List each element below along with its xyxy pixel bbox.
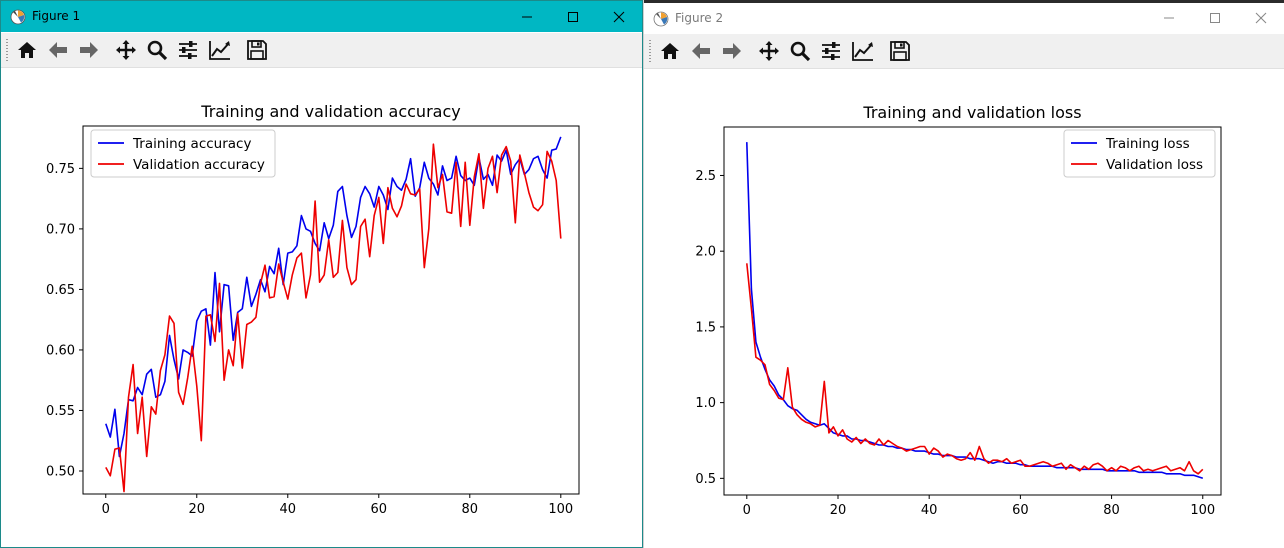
legend-label: Training accuracy [132, 136, 251, 152]
axes-frame [723, 126, 1222, 496]
back-button[interactable] [46, 38, 70, 62]
home-button[interactable] [15, 38, 39, 62]
x-tick-label: 20 [188, 502, 205, 517]
pan-move-icon [116, 40, 136, 60]
configure-subplots-button[interactable] [176, 38, 200, 62]
matplotlib-app-icon [10, 9, 26, 25]
legend-box [1063, 129, 1216, 178]
save-button[interactable] [888, 39, 912, 63]
x-tick-label: 100 [1190, 503, 1215, 518]
titlebar[interactable]: Figure 1 [1, 1, 642, 32]
navigation-toolbar [1, 33, 642, 68]
axes-frame [82, 125, 580, 495]
x-tick-label: 100 [548, 502, 573, 517]
toolbar-grip [649, 40, 651, 62]
x-tick-label: 0 [743, 503, 751, 518]
x-tick-label: 20 [830, 503, 847, 518]
toolbar-grip [6, 39, 8, 61]
window-title: Figure 2 [675, 11, 724, 25]
x-tick-label: 80 [462, 502, 479, 517]
configure-subplots-icon [179, 41, 197, 59]
maximize-icon [1210, 13, 1220, 23]
legend-label: Training loss [1105, 136, 1190, 152]
edit-axis-button[interactable] [851, 39, 875, 63]
home-icon [661, 43, 679, 59]
forward-button[interactable] [720, 39, 744, 63]
pan-button[interactable] [757, 39, 781, 63]
close-button[interactable] [1238, 3, 1284, 33]
x-tick-label: 60 [1012, 503, 1029, 518]
y-tick-label: 0.65 [46, 283, 75, 298]
zoom-magnifier-icon [790, 41, 811, 62]
window-top-edge [644, 0, 1284, 3]
maximize-button[interactable] [550, 1, 596, 32]
series-line-training [105, 136, 562, 458]
figure-canvas[interactable]: Training and validation loss 0 20 40 60 80 100… [644, 69, 1284, 548]
y-tick-label: 1.0 [695, 396, 716, 411]
close-icon [613, 11, 625, 22]
figure-1-window: Figure 1 [0, 0, 643, 548]
series-line-validation [105, 143, 562, 493]
pan-button[interactable] [114, 38, 138, 62]
edit-axis-button[interactable] [208, 38, 232, 62]
y-tick-label: 0.75 [46, 162, 75, 177]
back-button[interactable] [689, 39, 713, 63]
legend-label: Validation accuracy [133, 157, 265, 173]
save-floppy-icon [890, 41, 910, 61]
y-tick-label: 0.50 [46, 465, 75, 480]
maximize-button[interactable] [1192, 3, 1238, 33]
zoom-button[interactable] [788, 39, 812, 63]
back-arrow-icon [692, 43, 710, 59]
series-line-training [746, 142, 1204, 480]
navigation-toolbar [644, 34, 1284, 69]
loss-chart: Training and validation loss 0 20 40 60 80 100… [695, 103, 1222, 518]
zoom-button[interactable] [145, 38, 169, 62]
forward-arrow-icon [80, 42, 98, 58]
home-icon [18, 42, 36, 58]
y-tick-label: 2.0 [695, 245, 716, 260]
minimize-icon [1164, 17, 1174, 19]
close-button[interactable] [596, 1, 642, 32]
back-arrow-icon [49, 42, 67, 58]
series-line-validation [746, 263, 1204, 475]
window-title: Figure 1 [32, 9, 81, 23]
close-icon [1255, 12, 1267, 24]
titlebar[interactable]: Figure 2 [644, 3, 1284, 33]
legend-label: Validation loss [1106, 157, 1203, 173]
forward-arrow-icon [723, 43, 741, 59]
edit-axis-line-icon [852, 42, 873, 61]
y-tick-label: 2.5 [695, 169, 716, 184]
figure-canvas[interactable]: Training and validation accuracy 0 20 40 60 8… [1, 68, 642, 547]
configure-subplots-button[interactable] [819, 39, 843, 63]
home-button[interactable] [658, 39, 682, 63]
y-tick-label: 1.5 [695, 320, 716, 335]
chart-title: Training and validation loss [862, 103, 1081, 122]
y-tick-label: 0.60 [46, 343, 75, 358]
chart-title: Training and validation accuracy [200, 102, 460, 121]
legend-box [90, 129, 276, 178]
edit-axis-line-icon [209, 41, 230, 60]
matplotlib-app-icon [653, 11, 669, 27]
x-tick-label: 0 [102, 502, 110, 517]
x-tick-label: 80 [1103, 503, 1120, 518]
accuracy-chart: Training and validation accuracy 0 20 40 60 8… [46, 102, 580, 517]
zoom-magnifier-icon [147, 40, 168, 61]
forward-button[interactable] [77, 38, 101, 62]
save-floppy-icon [247, 40, 267, 60]
pan-move-icon [759, 41, 779, 61]
x-tick-label: 40 [921, 503, 938, 518]
x-tick-label: 40 [279, 502, 296, 517]
y-tick-label: 0.5 [695, 472, 716, 487]
minimize-button[interactable] [1146, 3, 1192, 33]
configure-subplots-icon [822, 42, 840, 60]
x-tick-label: 60 [371, 502, 388, 517]
maximize-icon [568, 11, 578, 22]
figure-2-window: Figure 2 [643, 0, 1284, 548]
minimize-icon [522, 16, 532, 17]
y-tick-label: 0.70 [46, 222, 75, 237]
minimize-button[interactable] [504, 1, 550, 32]
save-button[interactable] [245, 38, 269, 62]
y-tick-label: 0.55 [46, 404, 75, 419]
